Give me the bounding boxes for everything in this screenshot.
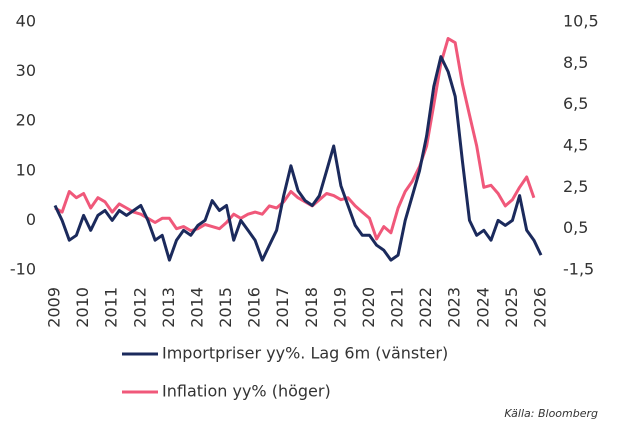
x-tick-label: 2009 <box>45 287 64 328</box>
y2-tick-label: 0,5 <box>563 218 588 237</box>
y-tick-label: -10 <box>10 260 36 279</box>
x-tick-label: 2021 <box>388 287 407 328</box>
y2-tick-label: 8,5 <box>563 53 588 72</box>
y-tick-label: 30 <box>16 61 36 80</box>
x-tick-label: 2023 <box>445 287 464 328</box>
y-tick-label: 20 <box>16 111 36 130</box>
x-tick-label: 2011 <box>102 287 121 328</box>
legend-label: Importpriser yy%. Lag 6m (vänster) <box>162 344 448 363</box>
x-tick-label: 2025 <box>502 287 521 328</box>
y-tick-label: 0 <box>26 210 36 229</box>
x-tick-label: 2012 <box>130 287 149 328</box>
x-tick-label: 2014 <box>187 287 206 328</box>
y-tick-label: 40 <box>16 12 36 31</box>
y2-tick-label: 10,5 <box>563 12 599 31</box>
y-tick-label: 10 <box>16 160 36 179</box>
x-tick-label: 2013 <box>159 287 178 328</box>
x-tick-label: 2022 <box>416 287 435 328</box>
x-tick-label: 2015 <box>216 287 235 328</box>
source: Källa: Bloomberg <box>504 407 598 420</box>
legend-label: Inflation yy% (höger) <box>162 382 331 401</box>
x-tick-label: 2026 <box>531 287 550 328</box>
series-line <box>54 37 536 241</box>
x-tick-label: 2017 <box>273 287 292 328</box>
x-tick-label: 2016 <box>245 287 264 328</box>
y2-tick-label: 6,5 <box>563 94 588 113</box>
series-line <box>53 55 543 262</box>
y2-tick-label: 4,5 <box>563 136 588 155</box>
x-tick-label: 2018 <box>302 287 321 328</box>
x-tick-label: 2024 <box>473 287 492 328</box>
y2-tick-label: -1,5 <box>563 260 594 279</box>
x-tick-label: 2010 <box>73 287 92 328</box>
x-tick-label: 2020 <box>359 287 378 328</box>
x-tick-label: 2019 <box>330 287 349 328</box>
y2-tick-label: 2,5 <box>563 177 588 196</box>
